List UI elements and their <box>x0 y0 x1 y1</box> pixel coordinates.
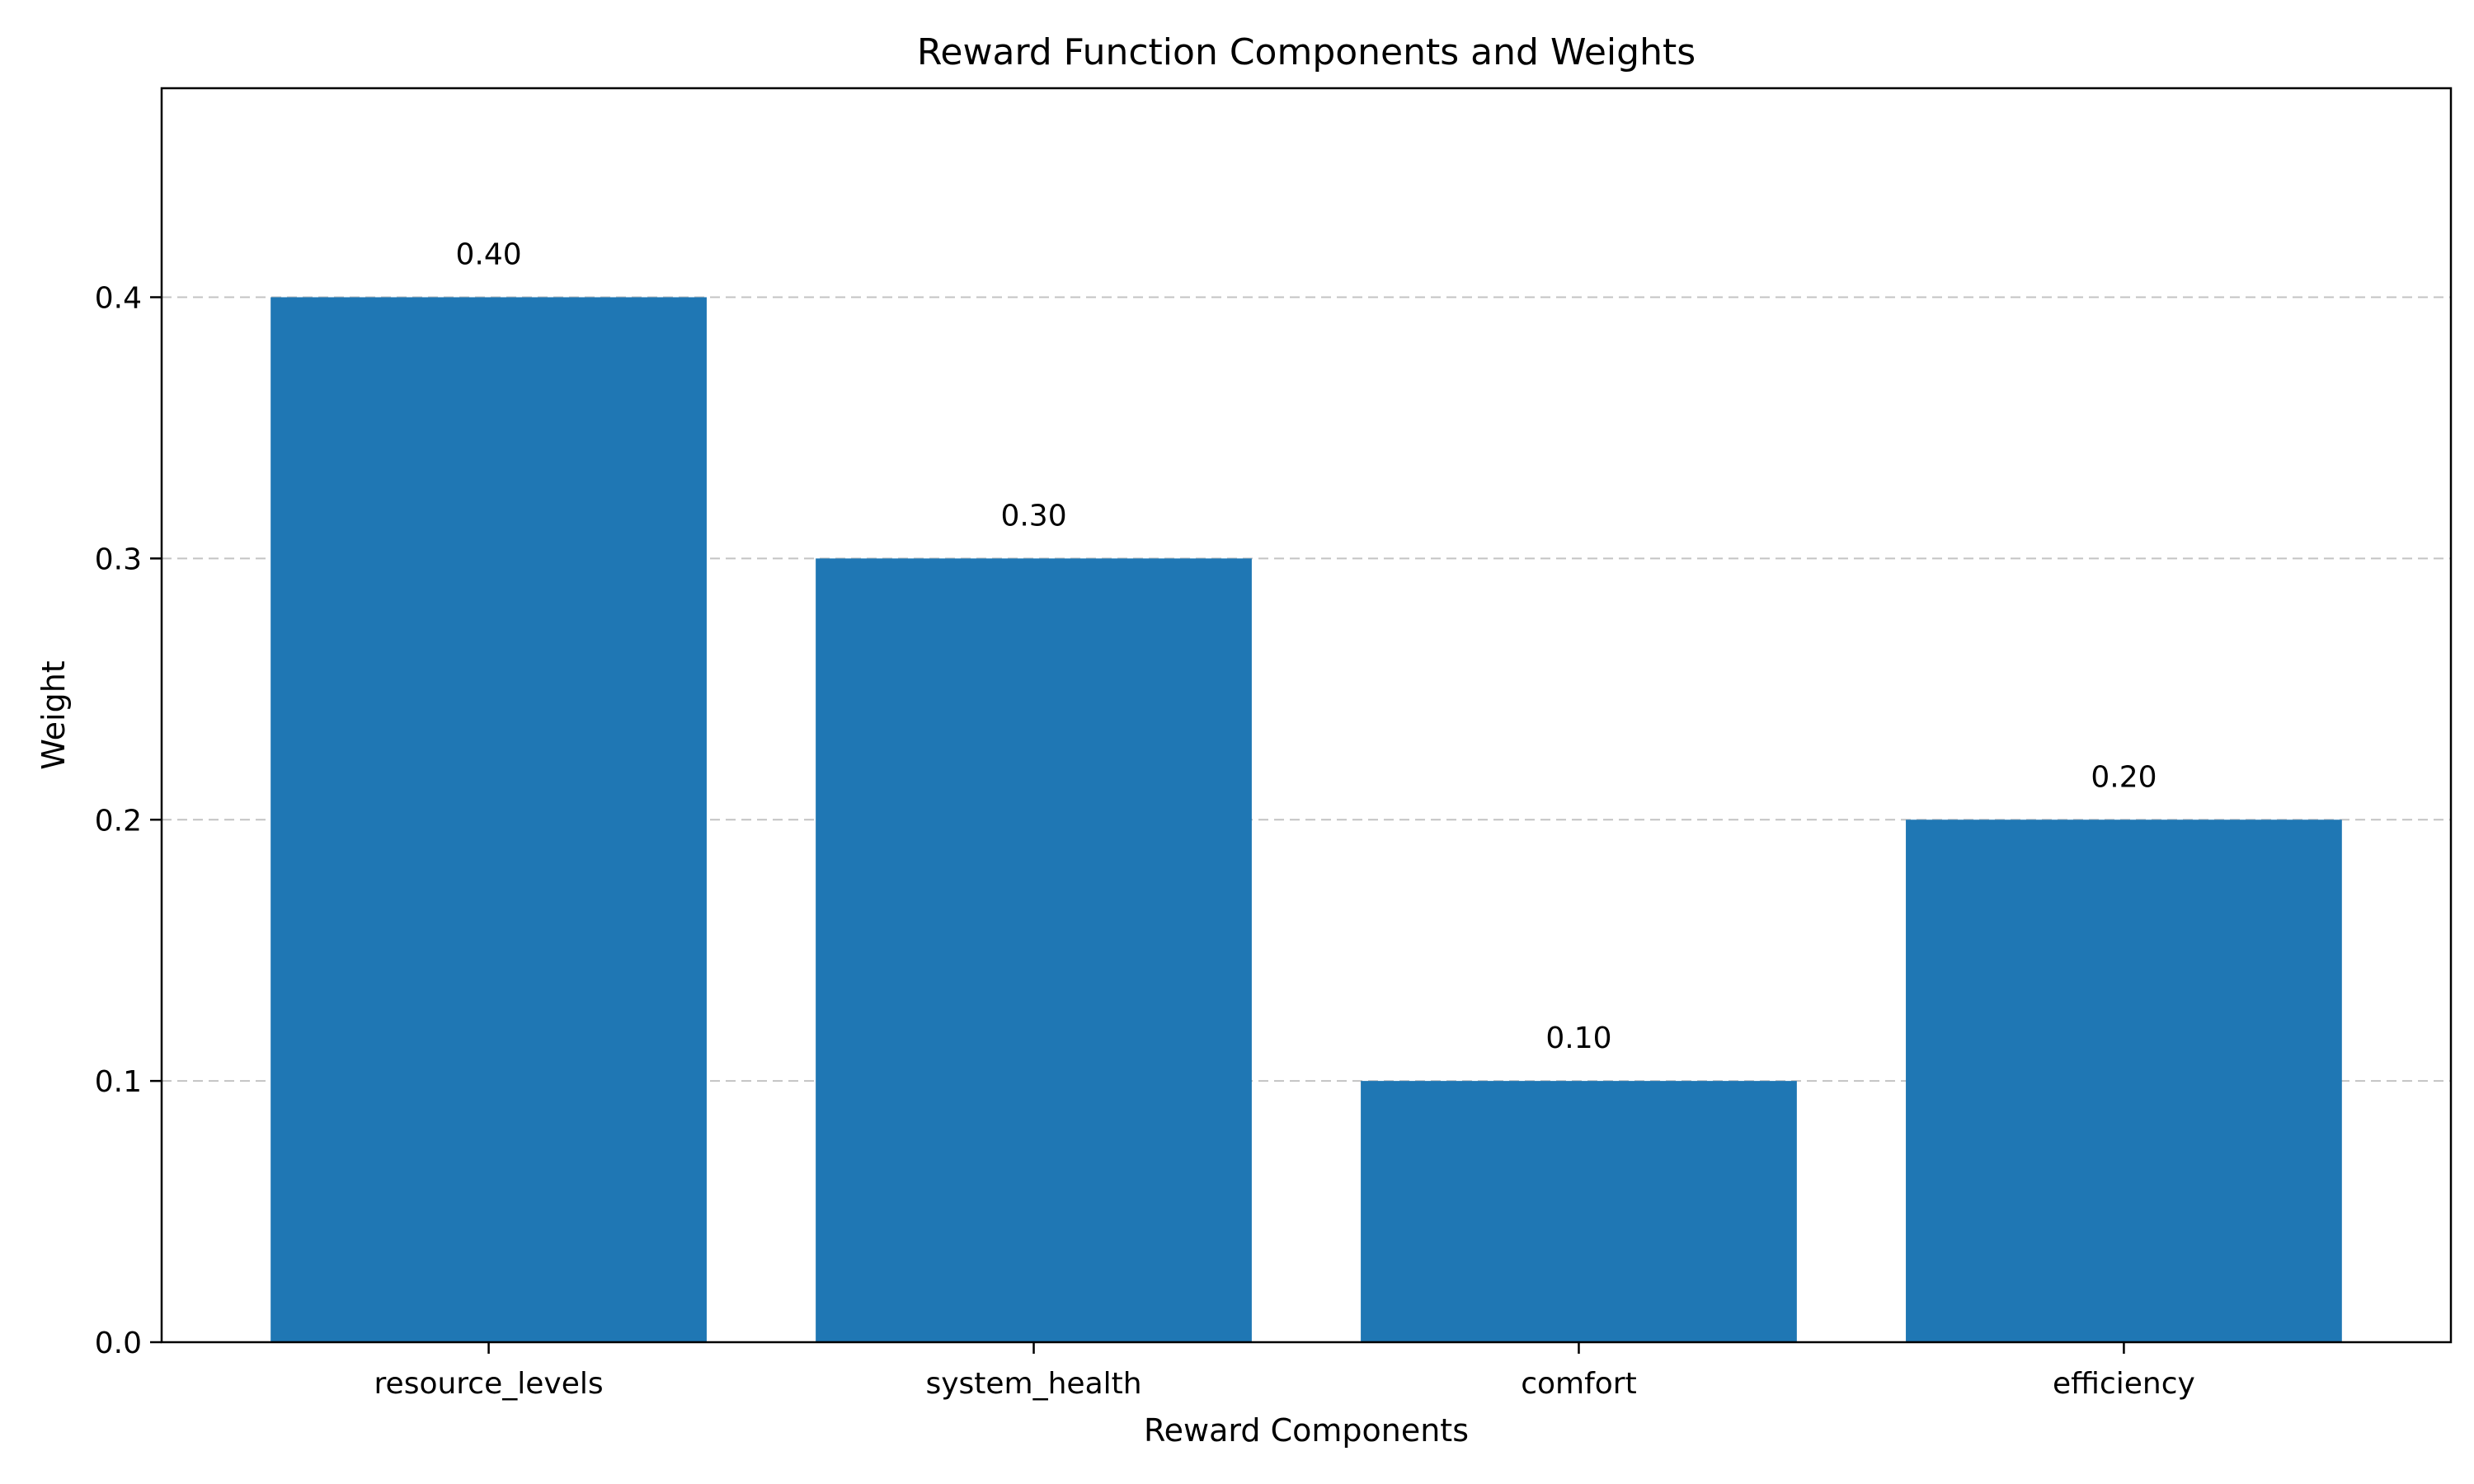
y-axis-label: Weight <box>35 660 72 769</box>
bar-system_health <box>816 558 1252 1342</box>
bars <box>270 297 2342 1342</box>
data-label: 0.10 <box>1545 1021 1611 1055</box>
y-tick-label: 0.1 <box>95 1065 142 1099</box>
y-tick-label: 0.0 <box>95 1327 142 1360</box>
data-label: 0.20 <box>2091 760 2157 794</box>
x-axis-ticks: resource_levels system_health comfort effic… <box>374 1342 2195 1401</box>
x-axis-label: Reward Components <box>1144 1412 1469 1449</box>
bar-efficiency <box>1906 819 2342 1342</box>
chart-title: Reward Function Components and Weights <box>917 31 1696 73</box>
data-label: 0.30 <box>1000 499 1066 533</box>
bar-comfort <box>1361 1081 1797 1342</box>
y-tick-label: 0.2 <box>95 804 142 838</box>
data-label: 0.40 <box>455 238 521 272</box>
y-axis-ticks: 0.0 0.1 0.2 0.3 0.4 <box>95 282 162 1360</box>
bar-resource_levels <box>270 297 707 1342</box>
y-tick-label: 0.4 <box>95 282 142 316</box>
x-tick-label: resource_levels <box>374 1367 604 1401</box>
plot-frame <box>160 87 2453 1344</box>
data-labels: 0.40 0.30 0.10 0.20 <box>455 238 2157 1056</box>
x-tick-label: efficiency <box>2053 1367 2195 1401</box>
x-tick-label: system_health <box>925 1367 1141 1401</box>
y-tick-label: 0.3 <box>95 542 142 576</box>
x-tick-label: comfort <box>1521 1367 1637 1401</box>
